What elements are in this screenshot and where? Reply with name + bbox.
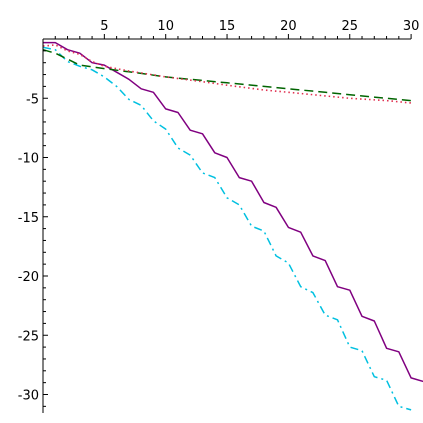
x-tick-label: 10	[157, 19, 174, 34]
x-tick-label: 25	[341, 19, 358, 34]
series-line-1	[43, 41, 423, 383]
x-tick-group: 5 10 15 20 25 30	[54, 19, 420, 39]
axes-layer	[42, 38, 411, 413]
x-tick-label: 15	[219, 19, 236, 34]
y-tick-label: -20	[18, 270, 39, 285]
series-line-3	[42, 48, 412, 102]
y-tick-label: -15	[18, 211, 39, 226]
x-tick-label: 5	[100, 19, 108, 34]
x-tick-label: 20	[280, 19, 297, 34]
y-tick-label: -10	[18, 152, 39, 167]
series-line-2	[42, 46, 412, 411]
y-tick-label: -25	[18, 329, 39, 344]
series-layer	[42, 41, 423, 411]
x-tick-label: 30	[403, 19, 420, 34]
series-line-4	[42, 44, 412, 104]
y-tick-label: -30	[18, 389, 39, 404]
y-tick-label: -5	[26, 92, 39, 107]
y-tick-group: -5 -10 -15 -20 -25 -30	[18, 50, 48, 407]
